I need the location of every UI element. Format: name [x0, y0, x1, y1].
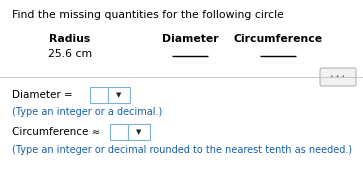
FancyBboxPatch shape [108, 87, 130, 103]
Text: 25.6 cm: 25.6 cm [48, 49, 92, 59]
Text: Diameter: Diameter [162, 34, 218, 44]
Text: Diameter =: Diameter = [12, 90, 73, 100]
Text: Radius: Radius [49, 34, 91, 44]
Text: Find the missing quantities for the following circle: Find the missing quantities for the foll… [12, 10, 284, 20]
Text: ▼: ▼ [116, 92, 122, 98]
Text: (Type an integer or a decimal.): (Type an integer or a decimal.) [12, 107, 162, 117]
Text: • • •: • • • [330, 74, 346, 79]
FancyBboxPatch shape [320, 68, 356, 86]
FancyBboxPatch shape [90, 87, 108, 103]
FancyBboxPatch shape [128, 124, 150, 140]
Text: ▼: ▼ [136, 129, 142, 135]
Text: Circumference ≈: Circumference ≈ [12, 127, 101, 137]
Text: (Type an integer or decimal rounded to the nearest tenth as needed.): (Type an integer or decimal rounded to t… [12, 145, 352, 155]
FancyBboxPatch shape [110, 124, 128, 140]
Text: Circumference: Circumference [233, 34, 323, 44]
